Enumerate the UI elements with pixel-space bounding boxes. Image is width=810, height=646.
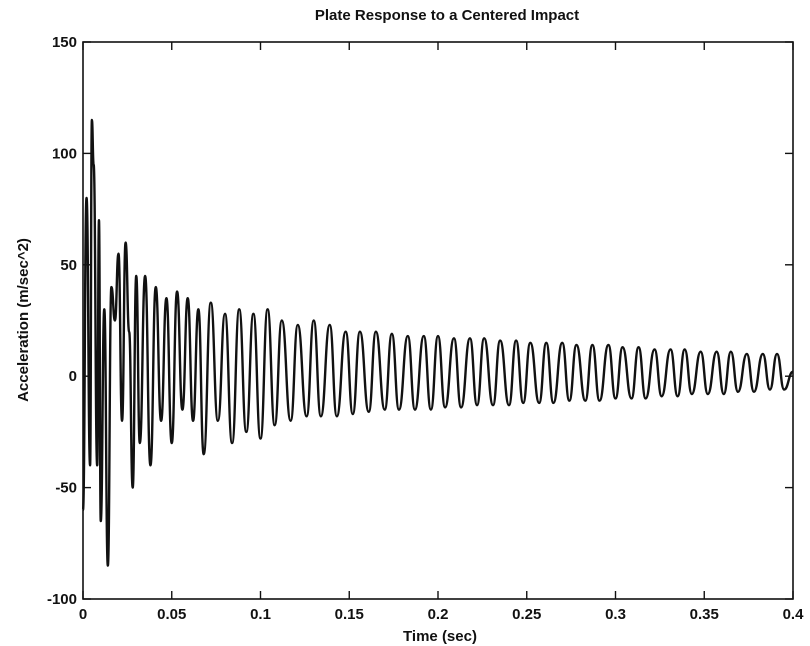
y-tick-label: -100 [47, 591, 77, 608]
x-tick-label: 0.25 [512, 606, 541, 623]
x-tick-label: 0.15 [335, 606, 364, 623]
x-tick-label: 0.35 [690, 606, 719, 623]
y-tick-label: 0 [69, 368, 77, 385]
x-tick-label: 0 [79, 606, 87, 623]
x-axis-label: Time (sec) [403, 628, 477, 645]
x-tick-label: 0.3 [605, 606, 626, 623]
x-tick-label: 0.1 [250, 606, 271, 623]
series-line [81, 118, 794, 567]
y-tick-label: 150 [52, 34, 77, 51]
y-tick-label: 50 [60, 257, 77, 274]
x-tick-label: 0.2 [428, 606, 449, 623]
x-tick-label: 0.05 [157, 606, 186, 623]
y-axis: -100 -50 0 50 100 150 [47, 34, 793, 608]
chart-title: Plate Response to a Centered Impact [315, 7, 579, 24]
y-tick-label: -50 [55, 480, 77, 497]
x-axis: 0 0.05 0.1 0.15 0.2 0.25 0.3 0.35 0.4 [79, 42, 804, 623]
y-axis-label: Acceleration (m/sec^2) [15, 238, 32, 402]
y-tick-label: 100 [52, 145, 77, 162]
x-tick-label: 0.4 [783, 606, 805, 623]
